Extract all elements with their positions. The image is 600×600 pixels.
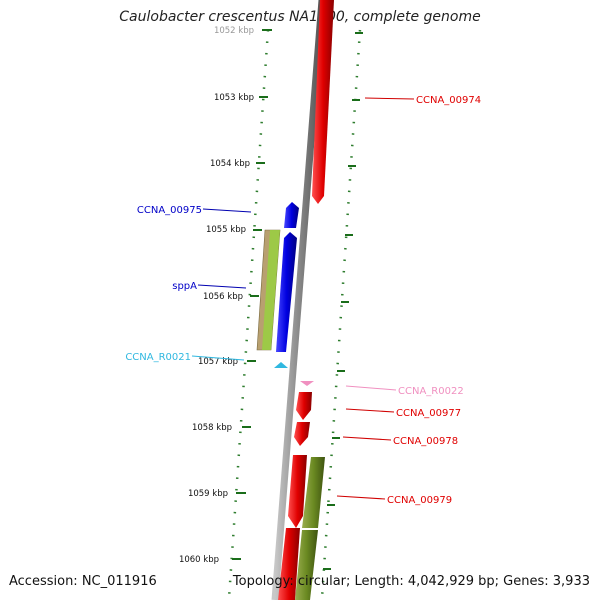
tick-1056: 1056 kbp [203,292,259,302]
gene-label-CCNA_00974: CCNA_00974 [416,95,481,106]
gene-arrow-CCNA_R0021 [274,362,288,368]
gene-arrows[interactable] [274,0,334,600]
tick-label: 1055 kbp [206,225,246,235]
gene-label-CCNA_00978: CCNA_00978 [393,436,458,447]
gene-label-sppA: sppA [172,281,197,292]
gene-arrow-CCNA_00975 [284,202,299,228]
tick-label: 1057 kbp [198,357,238,367]
tick-1054: 1054 kbp [210,159,265,169]
tick-label: 1058 kbp [192,423,232,433]
gene-arrow-sppA [276,232,297,352]
orf-block-left [262,230,280,350]
tick-label: 1060 kbp [179,555,219,565]
tick-1058: 1058 kbp [192,423,251,433]
label-leaders [191,97,415,500]
feature-block-olive [295,530,318,600]
gene-arrow-CCNA_00974 [312,0,334,204]
kbp-ruler: 1052 kbp 1053 kbp 1054 kbp 1055 kbp 1056… [179,26,363,570]
gene-label-CCNA_00979: CCNA_00979 [387,495,452,506]
topology-text: Topology: circular; Length: 4,042,929 bp… [232,574,590,589]
tick-1055: 1055 kbp [206,225,262,235]
gene-arrow-lower [278,528,300,600]
tick-label: 1053 kbp [214,93,254,103]
genome-backbone [271,0,326,600]
tick-label: 1054 kbp [210,159,250,169]
tick-1053: 1053 kbp [214,93,268,103]
feature-track-left [256,229,281,351]
gene-label-CCNA_00975: CCNA_00975 [137,205,202,216]
gene-labels[interactable]: CCNA_00974 CCNA_00975 sppA CCNA_R0021 CC… [125,95,481,506]
tick-1057: 1057 kbp [198,357,256,367]
tick-1052: 1052 kbp [214,26,272,36]
gene-label-CCNA_R0021: CCNA_R0021 [125,352,191,363]
gene-arrow-CCNA_R0022 [300,381,314,386]
tick-1060: 1060 kbp [179,555,241,565]
gene-arrow-CCNA_00979 [288,455,307,528]
genome-title: Caulobacter crescentus NA1000, complete … [119,9,481,25]
gene-arrow-CCNA_00977 [296,392,312,420]
feature-block-olive [302,457,325,528]
accession-text: Accession: NC_011916 [9,574,157,589]
gene-arrow-CCNA_00978 [294,422,310,446]
gene-label-CCNA_00977: CCNA_00977 [396,408,461,419]
tick-1059: 1059 kbp [188,489,246,499]
tick-label: 1052 kbp [214,26,254,36]
tick-label: 1056 kbp [203,292,243,302]
gene-label-CCNA_R0022: CCNA_R0022 [398,386,464,397]
tick-label: 1059 kbp [188,489,228,499]
